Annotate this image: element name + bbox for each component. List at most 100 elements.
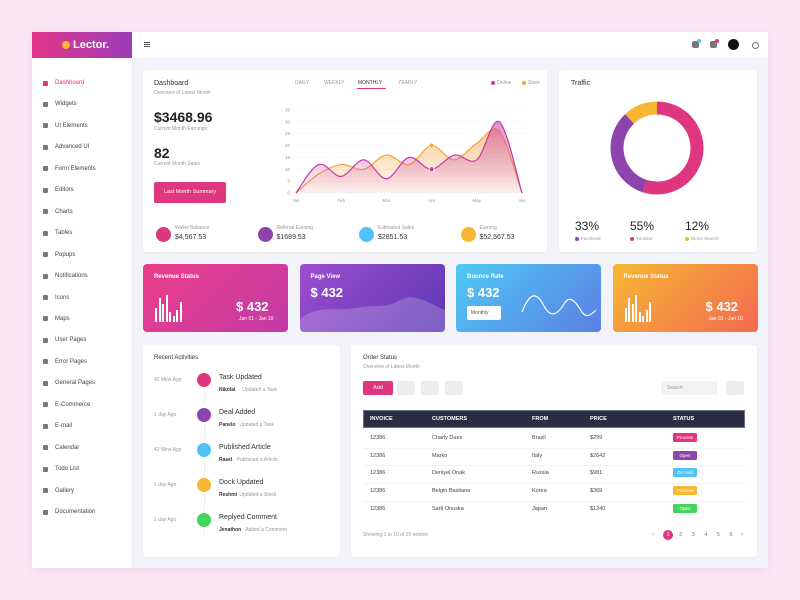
menu-item[interactable]: Advanced UI: [55, 144, 90, 151]
stat-card: [456, 264, 601, 332]
page-button[interactable]: 4: [704, 532, 708, 538]
y-tick-label: 15: [285, 155, 291, 160]
summary-button[interactable]: Last Month Summary: [154, 182, 226, 203]
tab[interactable]: WEEKLY: [324, 80, 345, 86]
menu-item[interactable]: Widgets: [55, 101, 77, 108]
menu-item[interactable]: Dashboard: [55, 80, 85, 86]
stat-value: $4,567.53: [175, 234, 207, 241]
menu-item[interactable]: Error Pages: [55, 358, 88, 365]
activity-action: Updated a Task: [239, 422, 275, 428]
x-tick-label: Jun: [518, 198, 526, 203]
menu-item[interactable]: Charts: [55, 208, 73, 215]
activity-name: Panelo: [219, 422, 236, 428]
card-title: Revenue Status: [623, 274, 669, 280]
menu-item[interactable]: General Pages: [55, 380, 96, 387]
menu-icon: [43, 187, 48, 193]
point-marker: [428, 142, 435, 149]
cell: Sarti Onuska: [432, 505, 464, 512]
tab[interactable]: MONTHLY: [358, 80, 383, 86]
traffic-card: [559, 70, 757, 252]
menu-item[interactable]: Calendar: [55, 444, 80, 451]
activity-name: Reshmi: [219, 492, 238, 498]
mini-bar: [158, 298, 161, 322]
activity-action: Added a Comment: [245, 527, 287, 533]
menu-item[interactable]: Notifications: [55, 273, 88, 280]
mini-bar: [176, 310, 178, 322]
traffic-dot: [630, 237, 634, 241]
x-tick-label: Apr: [428, 198, 436, 203]
pager-next[interactable]: ›: [741, 532, 743, 538]
menu-item[interactable]: UI Elements: [55, 122, 88, 129]
dashboard-subtitle: Overview of Latest Month: [154, 90, 211, 96]
traffic-label: Youtube: [636, 236, 653, 241]
settings-icon[interactable]: [752, 42, 759, 49]
menu-item[interactable]: Todo List: [55, 466, 80, 473]
activity-action: Updated a Stock: [239, 492, 277, 498]
cell: Russia: [532, 470, 549, 477]
legend-dot: [522, 81, 526, 85]
cell: Italy: [532, 452, 543, 459]
traffic-dot: [685, 237, 689, 241]
stat-value: $1689.53: [276, 234, 306, 241]
activity-title: Replyed Comment: [219, 514, 277, 521]
cell: Japan: [532, 505, 547, 512]
donut-segment: [610, 114, 647, 193]
stat-icon: [359, 227, 374, 242]
cell: Deniyel Onak: [432, 470, 466, 477]
print-button[interactable]: [726, 381, 744, 395]
cell: $981: [590, 470, 603, 477]
cell: Korea: [532, 488, 547, 495]
tool-button[interactable]: [421, 381, 439, 395]
column-header: STATUS: [673, 416, 695, 422]
menu-icon: [43, 423, 48, 429]
page-button[interactable]: 3: [691, 532, 695, 538]
message-icon[interactable]: [710, 41, 717, 48]
add-button[interactable]: Add: [363, 381, 393, 395]
orders-subtitle: Overview of Latest Month: [363, 364, 420, 370]
card-date: Jan 01 - Jan 10: [239, 316, 274, 322]
tab[interactable]: DAILY: [295, 80, 310, 86]
menu-icon: [43, 295, 48, 300]
menu-item[interactable]: Documentation: [55, 509, 96, 515]
page-button[interactable]: 2: [679, 532, 683, 538]
menu-toggle[interactable]: [144, 42, 150, 43]
cell: 12386: [370, 488, 386, 495]
menu-item[interactable]: Editors: [55, 187, 74, 194]
column-header: CUSTOMERS: [432, 416, 468, 422]
menu-item[interactable]: Maps: [55, 315, 70, 322]
menu-item[interactable]: Popups: [55, 251, 76, 258]
select[interactable]: [467, 306, 501, 320]
stat-icon: [460, 227, 476, 242]
page-button[interactable]: 5: [716, 532, 720, 538]
activity-name: Rasel: [219, 457, 233, 463]
search-input[interactable]: Search: [661, 381, 717, 395]
mini-bar: [645, 310, 648, 322]
page-button[interactable]: 6: [729, 532, 733, 538]
menu-icon: [43, 101, 48, 107]
menu-item[interactable]: Tables: [55, 230, 73, 237]
cell: Brazil: [532, 435, 546, 441]
menu-item[interactable]: User Pages: [55, 337, 87, 344]
menu-item[interactable]: Form Elements: [55, 165, 96, 172]
stat-icon: [156, 227, 171, 242]
menu-item[interactable]: Gallery: [55, 487, 75, 494]
menu-item[interactable]: Icons: [55, 294, 70, 301]
menu-item[interactable]: E-mail: [55, 423, 73, 430]
stat-label: Wallet Ballance: [175, 225, 210, 231]
tab[interactable]: YEARLY: [398, 80, 418, 86]
cell: Marko: [432, 452, 448, 459]
avatar[interactable]: [728, 39, 739, 50]
select-label: Monthly: [471, 310, 489, 316]
notification-icon[interactable]: [692, 41, 699, 48]
page-button[interactable]: 1: [663, 530, 673, 540]
traffic-value: 12%: [685, 219, 710, 233]
traffic-chart: [610, 101, 704, 195]
menu-item[interactable]: E-Commerce: [55, 401, 91, 408]
tool-button[interactable]: [445, 381, 463, 395]
mini-bar: [638, 312, 641, 322]
activity-name: Nikolai: [219, 387, 236, 393]
tool-button[interactable]: [397, 381, 415, 395]
dashboard-chart: 0 5 10 15 20 25 30 35 Jan Feb Mar Apr May Jun: [285, 108, 526, 204]
pager-prev[interactable]: ‹: [652, 532, 654, 538]
donut-segment: [625, 101, 658, 124]
